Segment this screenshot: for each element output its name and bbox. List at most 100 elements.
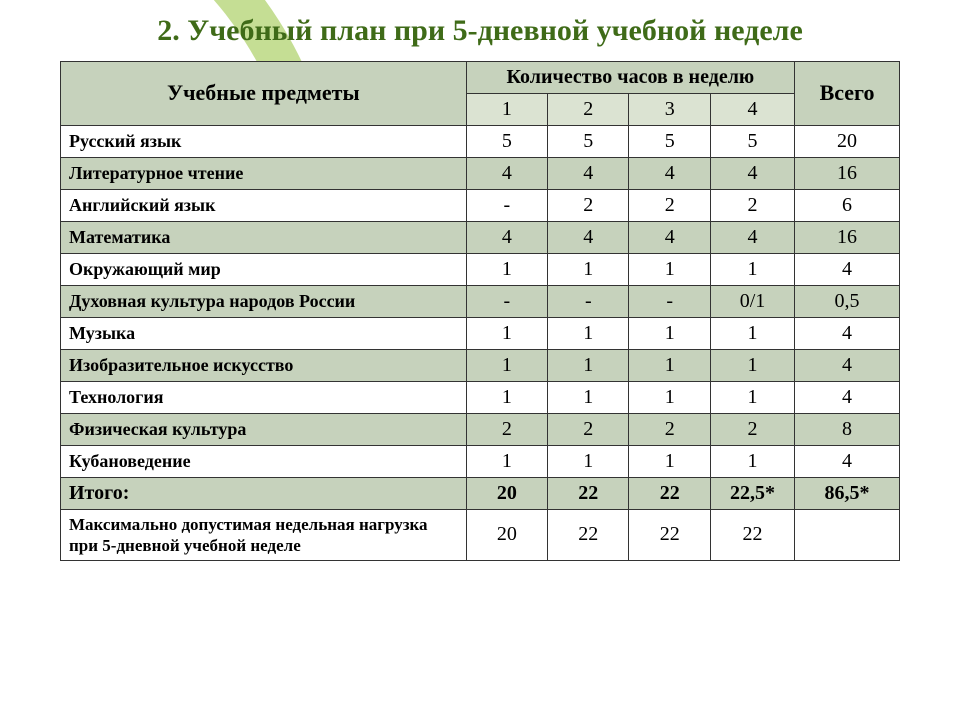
cell-hours-y2: 2 — [548, 413, 629, 445]
cell-max-y2: 22 — [548, 509, 629, 561]
col-header-year-1: 1 — [466, 93, 547, 125]
cell-hours-y4: 2 — [710, 413, 794, 445]
cell-total: 6 — [795, 189, 900, 221]
curriculum-table-wrap: Учебные предметы Количество часов в неде… — [60, 61, 900, 562]
cell-itogo-y3: 22 — [629, 477, 710, 509]
cell-hours-y3: 2 — [629, 189, 710, 221]
cell-hours-y1: - — [466, 189, 547, 221]
table-row: Изобразительное искусство11114 — [61, 349, 900, 381]
cell-total: 16 — [795, 157, 900, 189]
cell-hours-y2: 1 — [548, 381, 629, 413]
cell-subject: Музыка — [61, 317, 467, 349]
table-row: Кубановедение11114 — [61, 445, 900, 477]
cell-itogo-label: Итого: — [61, 477, 467, 509]
cell-hours-y4: 1 — [710, 253, 794, 285]
cell-hours-y2: 2 — [548, 189, 629, 221]
cell-hours-y3: - — [629, 285, 710, 317]
cell-hours-y3: 5 — [629, 125, 710, 157]
cell-max-y4: 22 — [710, 509, 794, 561]
cell-hours-y2: 5 — [548, 125, 629, 157]
cell-subject: Математика — [61, 221, 467, 253]
cell-hours-y3: 4 — [629, 157, 710, 189]
cell-hours-y3: 1 — [629, 317, 710, 349]
curriculum-table: Учебные предметы Количество часов в неде… — [60, 61, 900, 562]
cell-hours-y1: 1 — [466, 381, 547, 413]
cell-subject: Литературное чтение — [61, 157, 467, 189]
cell-hours-y2: - — [548, 285, 629, 317]
cell-hours-y1: 1 — [466, 253, 547, 285]
col-header-year-4: 4 — [710, 93, 794, 125]
cell-hours-y2: 1 — [548, 349, 629, 381]
cell-itogo-total: 86,5* — [795, 477, 900, 509]
cell-total: 4 — [795, 349, 900, 381]
cell-hours-y4: 5 — [710, 125, 794, 157]
cell-total: 4 — [795, 317, 900, 349]
cell-hours-y4: 1 — [710, 317, 794, 349]
cell-total: 4 — [795, 253, 900, 285]
cell-hours-y1: 4 — [466, 157, 547, 189]
col-header-total: Всего — [795, 61, 900, 125]
cell-hours-y4: 4 — [710, 221, 794, 253]
cell-hours-y2: 1 — [548, 317, 629, 349]
table-row: Английский язык-2226 — [61, 189, 900, 221]
cell-hours-y1: 1 — [466, 445, 547, 477]
cell-subject: Технология — [61, 381, 467, 413]
cell-hours-y1: 1 — [466, 349, 547, 381]
row-itogo: Итого:20222222,5*86,5* — [61, 477, 900, 509]
cell-hours-y1: - — [466, 285, 547, 317]
cell-hours-y2: 1 — [548, 445, 629, 477]
cell-subject: Изобразительное искусство — [61, 349, 467, 381]
col-header-hours: Количество часов в неделю — [466, 61, 794, 93]
cell-total: 4 — [795, 445, 900, 477]
table-row: Русский язык555520 — [61, 125, 900, 157]
cell-hours-y3: 2 — [629, 413, 710, 445]
cell-itogo-y4: 22,5* — [710, 477, 794, 509]
cell-hours-y2: 4 — [548, 221, 629, 253]
cell-itogo-y2: 22 — [548, 477, 629, 509]
cell-hours-y2: 1 — [548, 253, 629, 285]
cell-max-total — [795, 509, 900, 561]
cell-subject: Английский язык — [61, 189, 467, 221]
table-row: Математика444416 — [61, 221, 900, 253]
col-header-year-2: 2 — [548, 93, 629, 125]
row-max-load: Максимально допустимая недельная нагрузк… — [61, 509, 900, 561]
cell-max-label: Максимально допустимая недельная нагрузк… — [61, 509, 467, 561]
col-header-year-3: 3 — [629, 93, 710, 125]
slide-title: 2. Учебный план при 5-дневной учебной не… — [0, 0, 960, 55]
cell-hours-y1: 5 — [466, 125, 547, 157]
cell-subject: Физическая культура — [61, 413, 467, 445]
cell-total: 20 — [795, 125, 900, 157]
col-header-subjects: Учебные предметы — [61, 61, 467, 125]
cell-hours-y1: 1 — [466, 317, 547, 349]
table-row: Окружающий мир11114 — [61, 253, 900, 285]
cell-hours-y3: 1 — [629, 349, 710, 381]
cell-itogo-y1: 20 — [466, 477, 547, 509]
cell-subject: Кубановедение — [61, 445, 467, 477]
table-row: Технология11114 — [61, 381, 900, 413]
cell-hours-y4: 0/1 — [710, 285, 794, 317]
cell-hours-y4: 2 — [710, 189, 794, 221]
cell-hours-y2: 4 — [548, 157, 629, 189]
cell-hours-y3: 1 — [629, 445, 710, 477]
table-row: Литературное чтение444416 — [61, 157, 900, 189]
cell-hours-y4: 1 — [710, 349, 794, 381]
cell-hours-y3: 1 — [629, 253, 710, 285]
cell-hours-y4: 1 — [710, 445, 794, 477]
cell-subject: Духовная культура народов России — [61, 285, 467, 317]
cell-max-y3: 22 — [629, 509, 710, 561]
slide: 2. Учебный план при 5-дневной учебной не… — [0, 0, 960, 720]
cell-subject: Русский язык — [61, 125, 467, 157]
cell-subject: Окружающий мир — [61, 253, 467, 285]
cell-total: 8 — [795, 413, 900, 445]
table-row: Физическая культура22228 — [61, 413, 900, 445]
cell-max-y1: 20 — [466, 509, 547, 561]
cell-total: 0,5 — [795, 285, 900, 317]
cell-hours-y3: 4 — [629, 221, 710, 253]
cell-hours-y1: 4 — [466, 221, 547, 253]
cell-hours-y1: 2 — [466, 413, 547, 445]
cell-hours-y3: 1 — [629, 381, 710, 413]
table-row: Музыка11114 — [61, 317, 900, 349]
cell-hours-y4: 4 — [710, 157, 794, 189]
cell-total: 16 — [795, 221, 900, 253]
cell-hours-y4: 1 — [710, 381, 794, 413]
